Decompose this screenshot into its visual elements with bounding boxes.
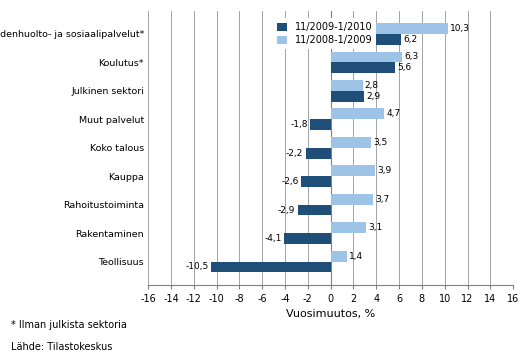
- Text: 4,7: 4,7: [387, 109, 400, 119]
- Text: 3,9: 3,9: [377, 166, 391, 175]
- Bar: [306, 148, 331, 158]
- Text: -4,1: -4,1: [264, 234, 281, 243]
- Text: -2,6: -2,6: [281, 177, 299, 186]
- Text: -2,9: -2,9: [278, 205, 295, 215]
- Text: 2,8: 2,8: [365, 81, 379, 90]
- Bar: [331, 34, 402, 45]
- Bar: [331, 80, 362, 91]
- Text: 2,9: 2,9: [366, 92, 380, 101]
- Text: 3,5: 3,5: [373, 138, 387, 147]
- Bar: [331, 62, 395, 73]
- Bar: [331, 52, 403, 62]
- Text: Lähde: Tilastokeskus: Lähde: Tilastokeskus: [11, 342, 112, 352]
- Text: 10,3: 10,3: [450, 24, 470, 33]
- Bar: [211, 262, 331, 272]
- Bar: [331, 194, 373, 205]
- Bar: [331, 91, 364, 102]
- Bar: [331, 166, 375, 176]
- Text: 3,1: 3,1: [368, 223, 382, 232]
- Bar: [297, 205, 331, 215]
- Text: -1,8: -1,8: [290, 120, 308, 129]
- Text: 6,3: 6,3: [405, 52, 419, 62]
- Text: 1,4: 1,4: [349, 252, 363, 261]
- Text: 5,6: 5,6: [397, 63, 411, 72]
- Bar: [331, 222, 366, 233]
- Bar: [301, 176, 331, 187]
- Bar: [310, 119, 331, 130]
- Bar: [331, 109, 384, 119]
- Legend: 11/2009-1/2010, 11/2008-1/2009: 11/2009-1/2010, 11/2008-1/2009: [273, 18, 376, 49]
- Text: 6,2: 6,2: [404, 35, 418, 44]
- Text: -10,5: -10,5: [185, 262, 208, 271]
- Bar: [331, 137, 370, 148]
- Text: 3,7: 3,7: [375, 195, 389, 204]
- Text: * Ilman julkista sektoria: * Ilman julkista sektoria: [11, 320, 126, 330]
- Text: -2,2: -2,2: [286, 149, 303, 158]
- Bar: [284, 233, 331, 244]
- Bar: [331, 251, 346, 262]
- Bar: [331, 23, 448, 34]
- X-axis label: Vuosimuutos, %: Vuosimuutos, %: [286, 309, 375, 319]
